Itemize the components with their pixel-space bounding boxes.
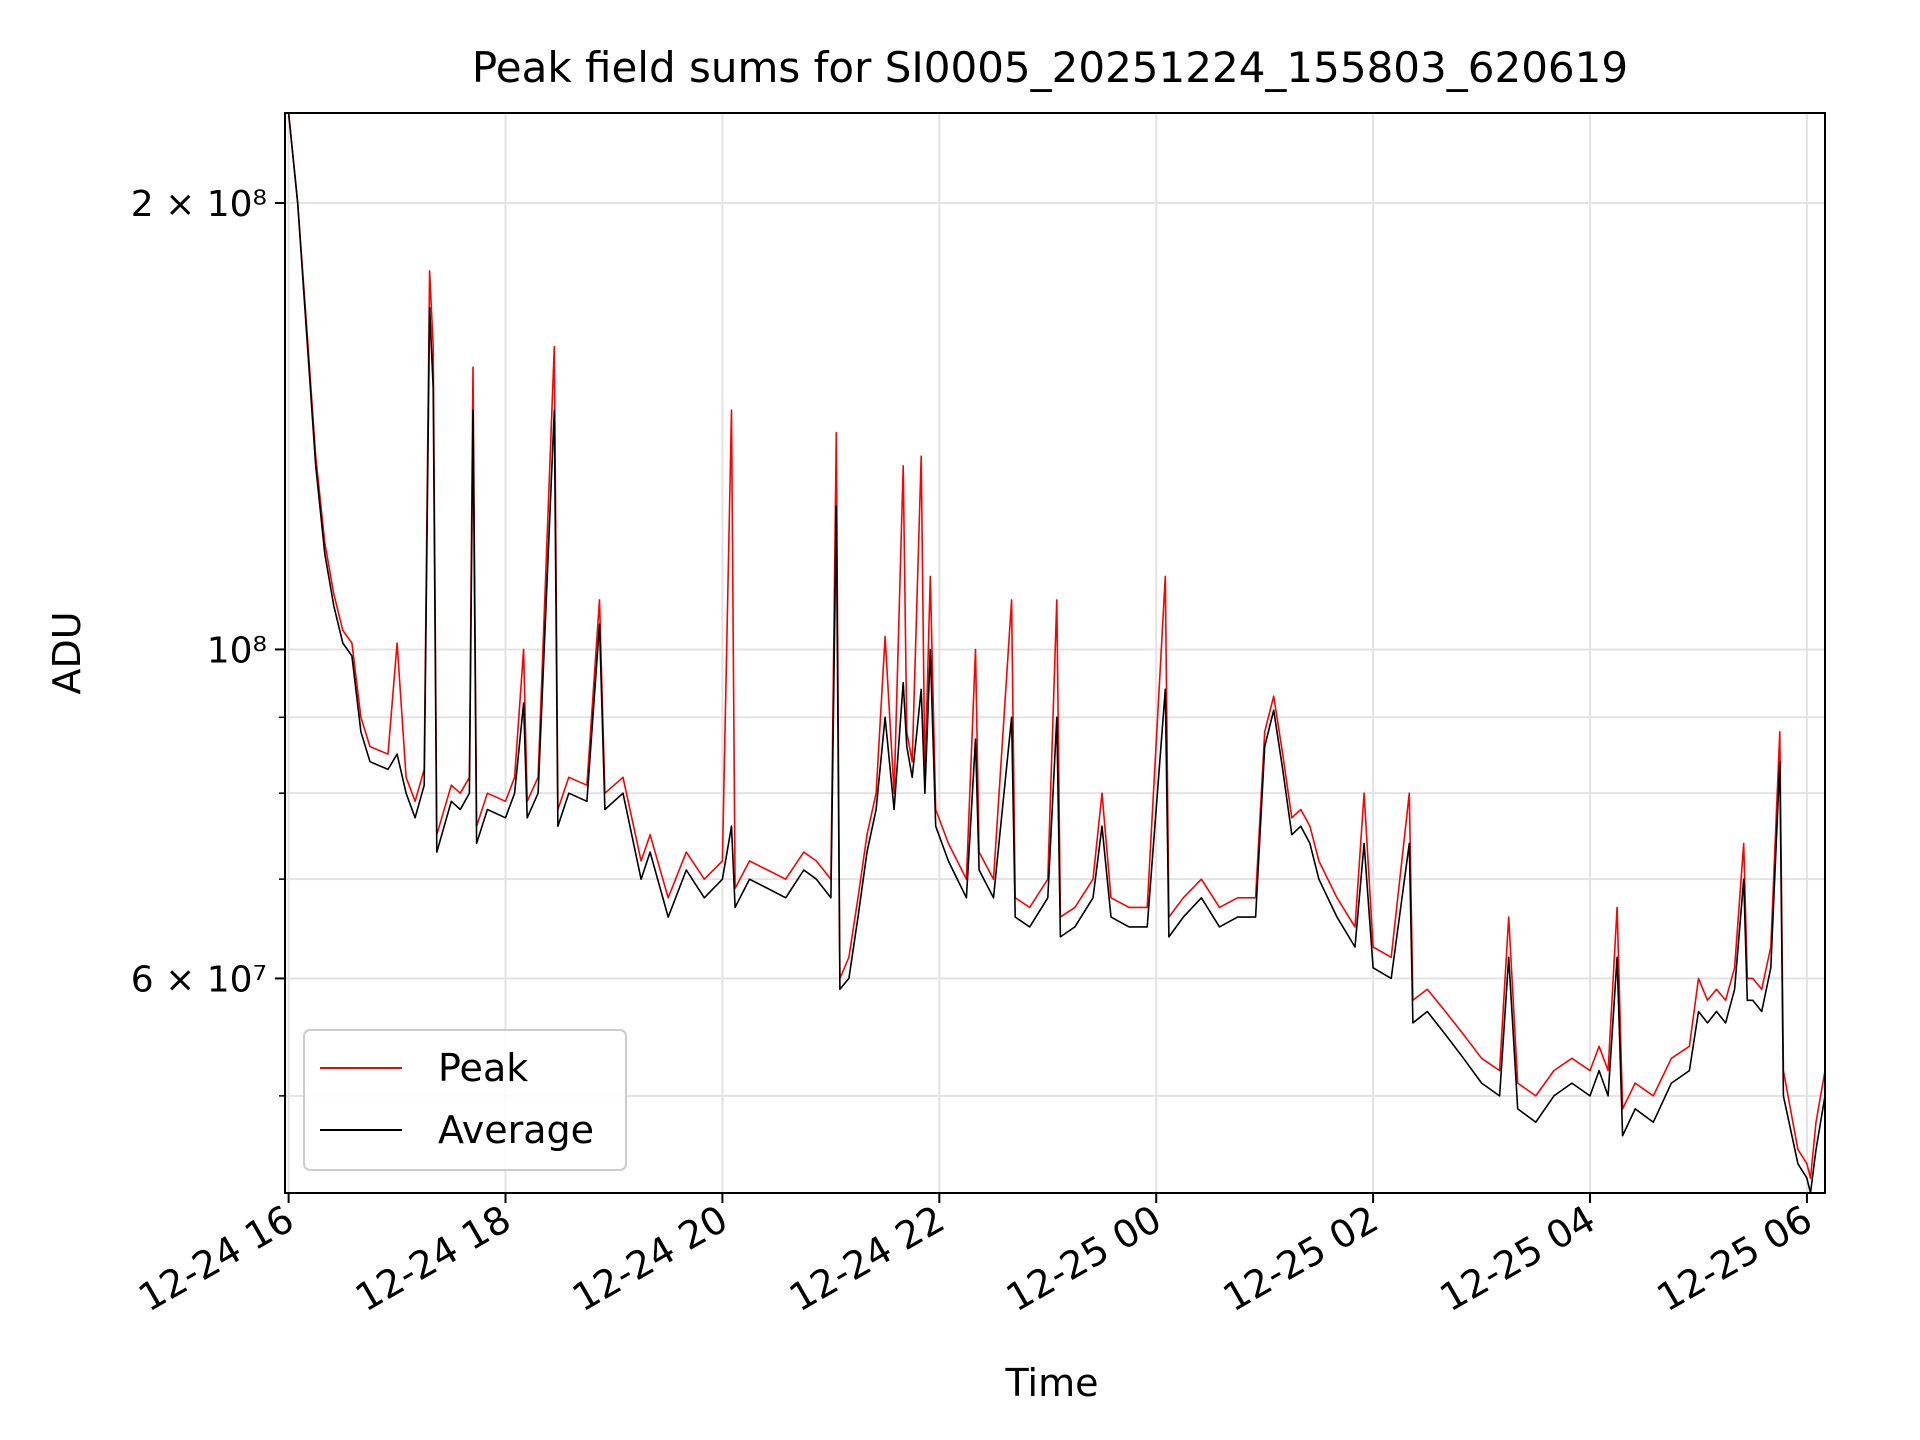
y-tick-label: 6 × 10⁷	[131, 959, 267, 1000]
x-axis-label: Time	[1005, 1361, 1099, 1405]
y-tick-label: 2 × 10⁸	[131, 184, 267, 225]
series-line-average	[287, 112, 1826, 1194]
y-tick-label: 10⁸	[207, 630, 267, 671]
legend-peak-label: Peak	[438, 1046, 528, 1090]
plot-frame	[284, 112, 1826, 1194]
chart-title: Peak field sums for SI0005_20251224_1558…	[472, 43, 1628, 92]
y-axis-label: ADU	[45, 611, 89, 694]
series-layer	[287, 112, 1826, 1194]
legend: Peak Average	[303, 1029, 627, 1171]
series-line-peak	[287, 112, 1826, 1179]
legend-average-label: Average	[438, 1108, 594, 1152]
legend-box	[303, 1029, 627, 1171]
